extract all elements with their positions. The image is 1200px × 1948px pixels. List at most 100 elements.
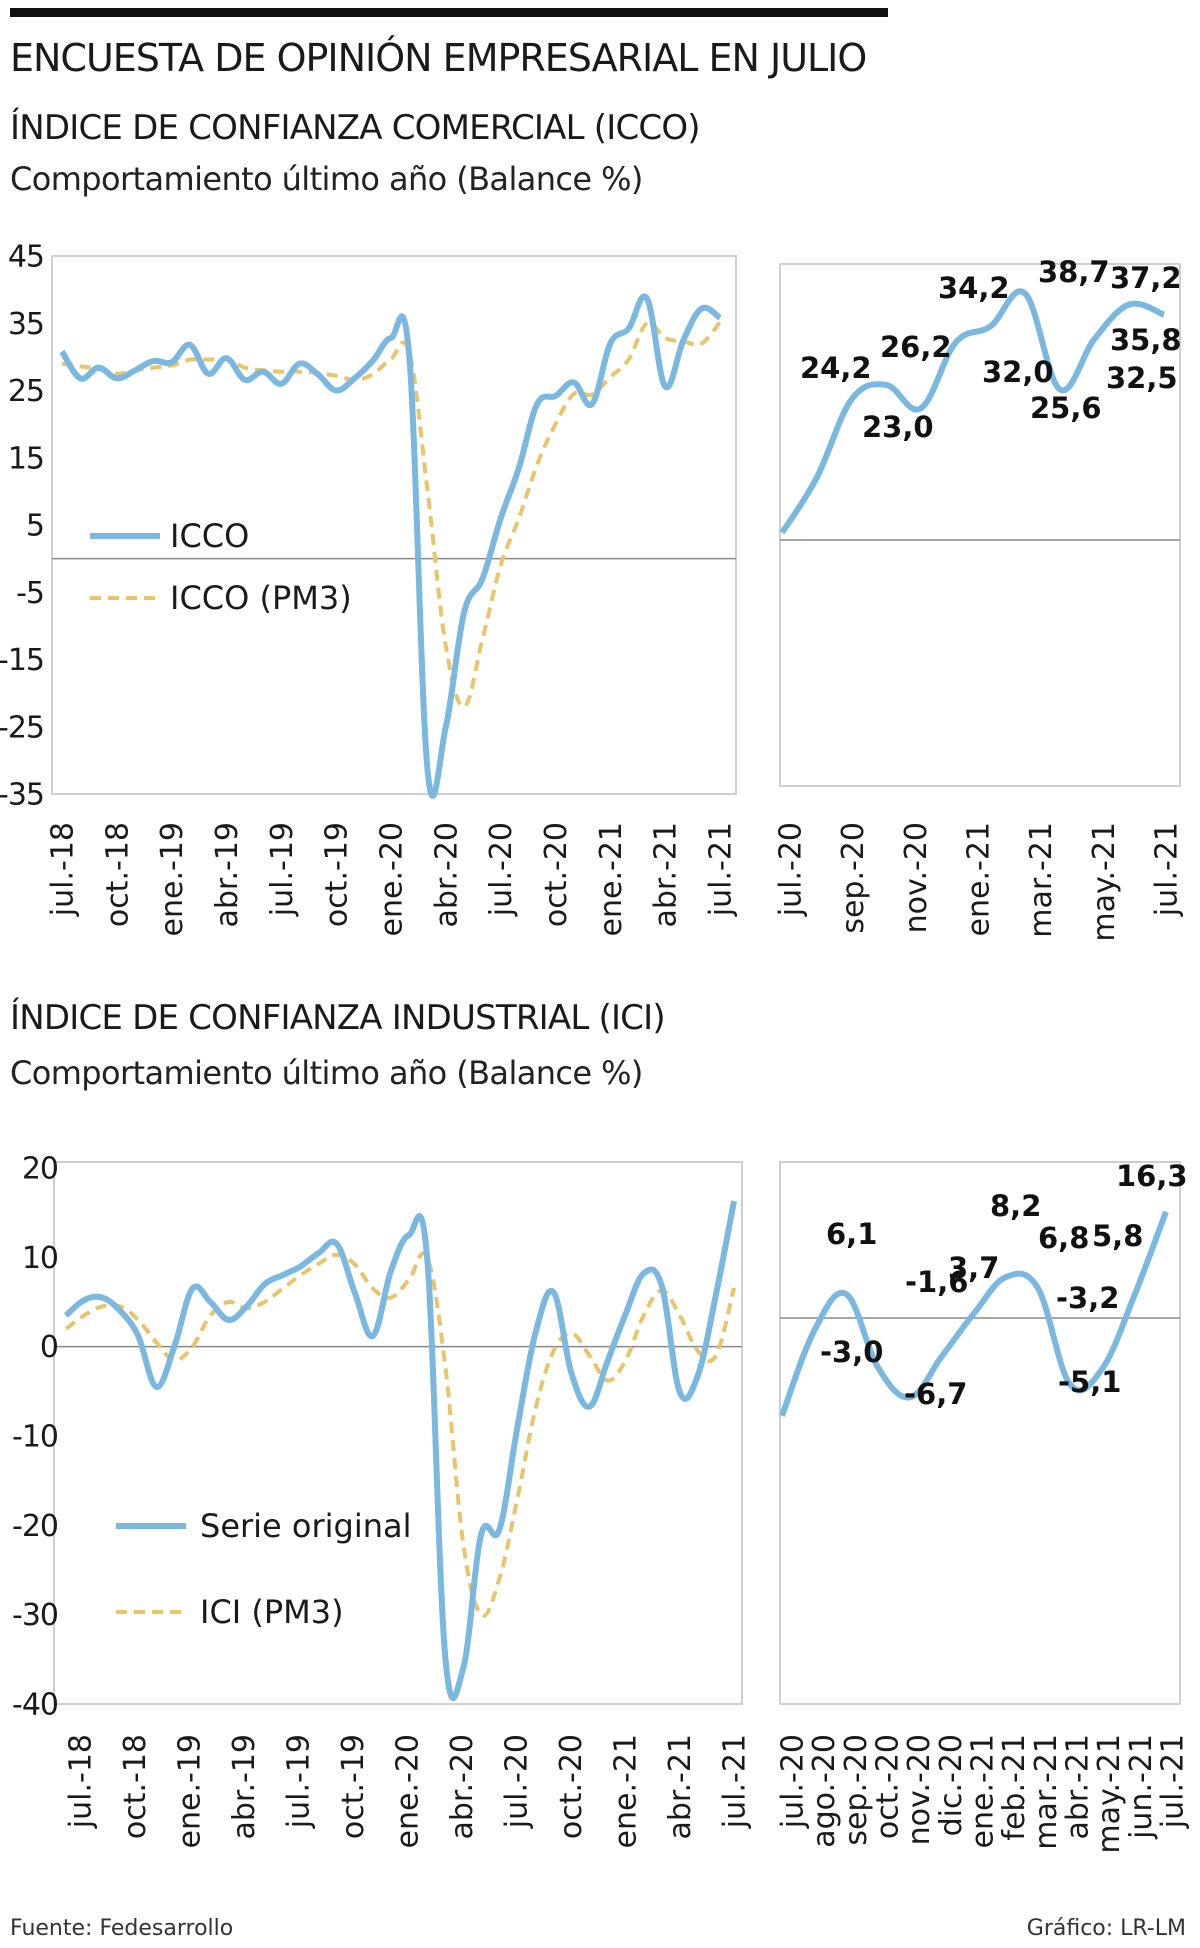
icco-zoom-data-label: 32,5	[1106, 361, 1178, 395]
ici-x-tick-label: abr.-20	[445, 1734, 480, 1840]
ici-x-tick-label: ene.-20	[391, 1734, 426, 1848]
ici-x-tick-label: ene.-19	[173, 1734, 208, 1848]
ici-zoom-data-label: -5,1	[1058, 1365, 1121, 1399]
page-title: ENCUESTA DE OPINIÓN EMPRESARIAL EN JULIO	[10, 36, 867, 80]
icco-y-tick-label: -35	[0, 778, 44, 813]
ici-zoom-x-tick-label: may.-21	[1092, 1734, 1127, 1854]
icco-y-tick-label: 45	[8, 240, 44, 275]
ici-zoom-data-label: -1,6	[905, 1265, 968, 1299]
ici-x-tick-label: jul.-18	[64, 1734, 99, 1829]
icco-zoom-x-tick-label: mar.-21	[1024, 822, 1059, 938]
ici-zoom-x-tick-label: feb.-21	[997, 1734, 1032, 1841]
icco-y-tick-label: 25	[8, 374, 44, 409]
icco-y-tick-label: -25	[0, 710, 44, 745]
icco-zoom-x-tick-label: jul.-21	[1150, 822, 1185, 917]
icco-y-tick-label: 5	[26, 509, 44, 544]
icco-x-tick-label: jul.-20	[484, 822, 519, 917]
ici-zoom-x-tick-label: ago.-20	[807, 1734, 842, 1848]
ici-zoom-x-tick-label: jul.-21	[1156, 1734, 1191, 1829]
icco-x-tick-label: abr.-20	[429, 822, 464, 928]
icco-x-tick-label: oct.-19	[320, 822, 355, 927]
ici-zoom-data-label: 6,1	[826, 1217, 877, 1251]
ici-zoom-x-tick-label: jul.-20	[776, 1734, 811, 1829]
icco-x-tick-label: jul.-19	[265, 822, 300, 917]
ici-y-tick-label: 20	[22, 1152, 58, 1187]
icco-y-tick-label: 35	[8, 307, 44, 342]
icco-zoom-x-tick-label: may.-21	[1087, 822, 1122, 942]
icco-zoom-data-label: 35,8	[1110, 323, 1182, 357]
ici-y-tick-label: -20	[12, 1509, 58, 1544]
icco-zoom-x-tick-label: sep.-20	[836, 822, 871, 934]
ici-zoom-x-tick-label: dic.-20	[934, 1734, 969, 1836]
ici-y-tick-label: -10	[12, 1420, 58, 1455]
icco-zoom-data-label: 23,0	[862, 410, 934, 444]
credit-note: Gráfico: LR-LM	[1026, 1916, 1186, 1941]
icco-x-tick-label: abr.-19	[210, 822, 245, 928]
ici-x-tick-label: oct.-19	[336, 1734, 371, 1839]
icco-zoom-data-label: 32,0	[982, 355, 1054, 389]
icco-zoom-data-label: 37,2	[1110, 261, 1182, 295]
ici-y-tick-label: 10	[22, 1241, 58, 1276]
ici-x-tick-label: jul.-19	[282, 1734, 317, 1829]
ici-zoom-x-tick-label: ene.-21	[966, 1734, 1001, 1848]
ici-zoom-x-tick-label: mar.-21	[1029, 1734, 1064, 1850]
icco-x-tick-label: jul.-21	[704, 822, 739, 917]
icco-series-line	[59, 293, 722, 799]
icco-zoom-x-tick-label: jul.-20	[774, 822, 809, 917]
icco-zoom-x-tick-label: ene.-21	[962, 822, 997, 936]
ici-y-tick-label: -30	[12, 1598, 58, 1633]
ici-zoom-data-label: 6,8	[1038, 1221, 1089, 1255]
ici-zoom-data-label: 5,8	[1092, 1219, 1143, 1253]
icco-zoom-data-label: 34,2	[938, 271, 1010, 305]
icco-x-tick-label: ene.-19	[155, 822, 190, 936]
ici-zoom-x-tick-label: sep.-20	[839, 1734, 874, 1846]
icco-x-tick-label: jul.-18	[46, 822, 81, 917]
icco-zoom-data-label: 24,2	[800, 351, 872, 385]
icco-subtitle: ÍNDICE DE CONFIANZA COMERCIAL (ICCO)	[10, 108, 701, 148]
icco-pm3-line	[61, 320, 722, 709]
ici-zoom-frame	[779, 1161, 1181, 1705]
ici-zoom-x-tick-label: jun.-21	[1124, 1734, 1159, 1840]
source-note: Fuente: Fedesarrollo	[10, 1916, 234, 1941]
ici-series-line	[63, 1200, 737, 1701]
icco-x-tick-label: ene.-21	[594, 822, 629, 936]
ici-legend-label: Serie original	[200, 1507, 412, 1545]
icco-x-tick-label: abr.-21	[649, 822, 684, 928]
ici-x-tick-label: abr.-21	[663, 1734, 698, 1840]
icco-x-tick-label: ene.-20	[375, 822, 410, 936]
icco-note: Comportamiento último año (Balance %)	[10, 160, 643, 198]
icco-y-tick-label: -5	[16, 576, 44, 611]
ici-x-tick-label: oct.-18	[118, 1734, 153, 1839]
ici-zoom-x-tick-label: nov.-20	[902, 1734, 937, 1845]
icco-zoom-series-line	[779, 288, 1166, 535]
icco-plot-frame	[51, 255, 737, 795]
icco-x-tick-label: oct.-20	[539, 822, 574, 927]
icco-y-tick-label: 15	[8, 441, 44, 476]
ici-y-tick-label: 0	[40, 1330, 58, 1365]
icco-pm3-legend-label: ICCO (PM3)	[170, 579, 352, 617]
ici-subtitle: ÍNDICE DE CONFIANZA INDUSTRIAL (ICI)	[10, 998, 666, 1038]
ici-pm3-legend-label: ICI (PM3)	[200, 1593, 344, 1631]
icco-zoom-x-tick-label: nov.-20	[899, 822, 934, 933]
ici-x-tick-label: jul.-21	[718, 1734, 753, 1829]
icco-zoom-data-label: 26,2	[880, 330, 952, 364]
top-rule	[10, 8, 888, 17]
ici-x-tick-label: oct.-20	[554, 1734, 589, 1839]
icco-legend-label: ICCO	[170, 517, 249, 555]
ici-x-tick-label: ene.-21	[609, 1734, 644, 1848]
ici-x-tick-label: abr.-19	[227, 1734, 262, 1840]
ici-pm3-line	[64, 1251, 736, 1618]
ici-note: Comportamiento último año (Balance %)	[10, 1054, 643, 1092]
ici-zoom-x-tick-label: oct.-20	[871, 1734, 906, 1839]
ici-zoom-data-label: 3,7	[948, 1251, 999, 1285]
icco-zoom-frame	[779, 263, 1181, 787]
ici-zoom-data-label: -6,7	[904, 1377, 967, 1411]
icco-zoom-data-label: 25,6	[1030, 391, 1102, 425]
ici-x-tick-label: jul.-20	[500, 1734, 535, 1829]
ici-zoom-data-label: 8,2	[990, 1189, 1041, 1223]
icco-zoom-data-label: 38,7	[1038, 255, 1110, 289]
ici-zoom-data-label: -3,0	[820, 1335, 883, 1369]
icco-y-tick-label: -15	[0, 643, 44, 678]
